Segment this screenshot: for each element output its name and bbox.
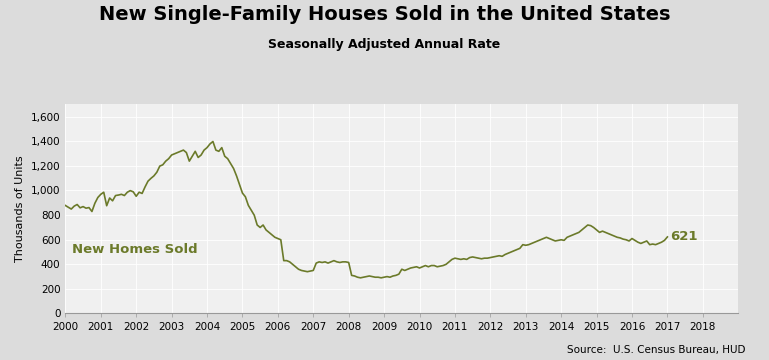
- Y-axis label: Thousands of Units: Thousands of Units: [15, 156, 25, 262]
- Text: 621: 621: [671, 230, 697, 243]
- Text: New Homes Sold: New Homes Sold: [72, 243, 198, 256]
- Text: Seasonally Adjusted Annual Rate: Seasonally Adjusted Annual Rate: [268, 38, 501, 51]
- Text: New Single-Family Houses Sold in the United States: New Single-Family Houses Sold in the Uni…: [98, 5, 671, 24]
- Text: Source:  U.S. Census Bureau, HUD: Source: U.S. Census Bureau, HUD: [568, 345, 746, 355]
